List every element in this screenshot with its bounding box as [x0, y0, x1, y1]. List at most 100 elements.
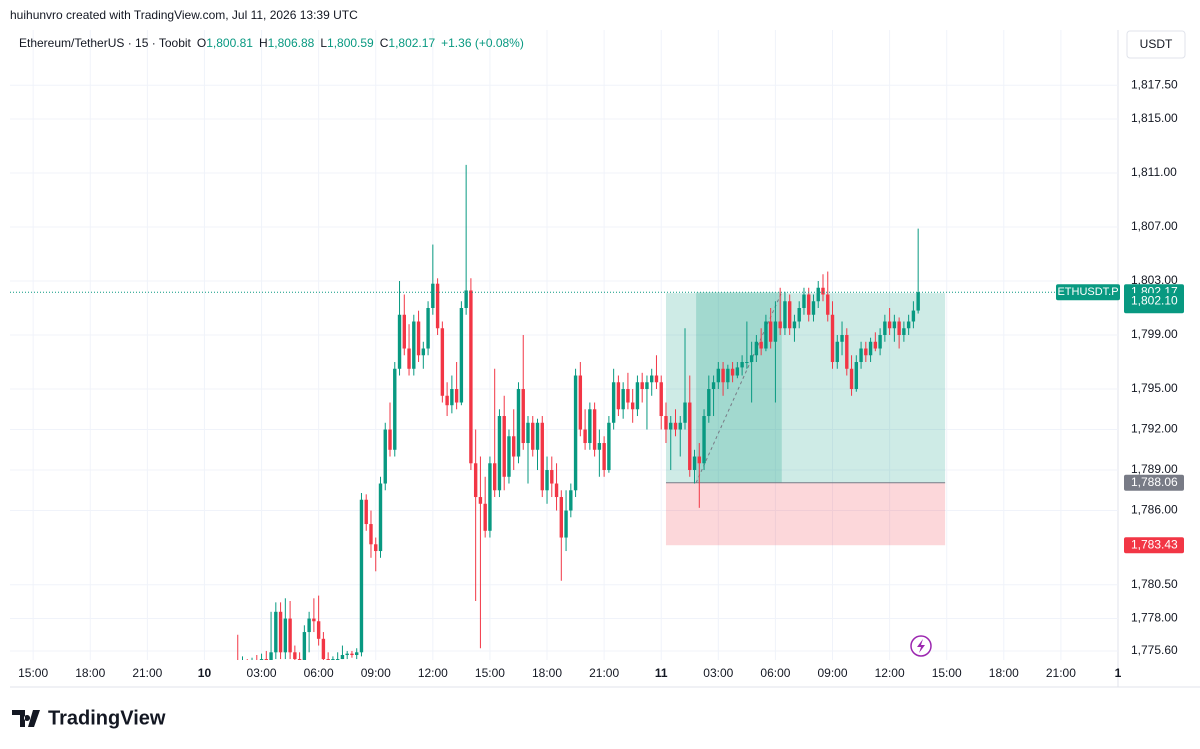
candle-body — [241, 664, 244, 665]
candle-body — [702, 416, 706, 464]
candle-body — [602, 443, 606, 471]
candle-body — [683, 402, 687, 423]
candle-body — [388, 429, 392, 450]
candle-body — [811, 301, 816, 315]
legend: Ethereum/TetherUS · 15 · Toobit O1,800.81… — [19, 36, 524, 50]
candle-body — [859, 348, 863, 363]
x-tick-label: 12:00 — [875, 666, 905, 680]
x-tick-label: 18:00 — [989, 666, 1019, 680]
candle-body — [792, 321, 797, 329]
candle-body — [878, 335, 882, 349]
y-tick-label: 1,807.00 — [1131, 219, 1178, 233]
candle-body — [435, 283, 440, 329]
candle-body — [721, 368, 725, 383]
candle-body — [868, 341, 873, 356]
candle-body — [650, 375, 654, 383]
candle-body — [883, 321, 887, 336]
y-tick-label: 1,780.50 — [1131, 577, 1178, 591]
trade-path — [695, 292, 783, 483]
ohlc-key: H — [258, 36, 268, 50]
candle-body — [274, 611, 278, 653]
candle-body — [654, 375, 659, 383]
candle-body — [854, 362, 859, 390]
entry-box — [1124, 474, 1184, 491]
candle-body — [302, 632, 307, 660]
alert-bolt — [917, 639, 925, 653]
candle-body — [283, 618, 288, 653]
candle-body — [293, 652, 297, 660]
candle-body — [569, 490, 573, 511]
candle-body — [497, 416, 502, 491]
candle-body — [246, 664, 249, 667]
symbol: Ethereum/TetherUS · 15 · Toobit — [19, 36, 191, 50]
candle-body — [802, 294, 806, 309]
candle-body — [697, 456, 701, 464]
symbol-box — [1056, 284, 1120, 301]
candle-body — [640, 382, 644, 390]
stop-box — [1124, 537, 1184, 554]
x-tick-label: 06:00 — [760, 666, 790, 680]
ohlc-value: 1,800.59 — [327, 36, 374, 50]
candle-body — [236, 662, 239, 666]
candle-body — [578, 375, 583, 430]
candle-body — [331, 659, 335, 660]
currency-box[interactable] — [1126, 30, 1186, 59]
candle-body — [916, 292, 920, 311]
candle-body — [745, 362, 749, 364]
candle-body — [540, 422, 544, 491]
candle-body — [531, 422, 535, 450]
filled-zone — [696, 292, 782, 483]
candle-body — [488, 463, 492, 531]
candle-body — [754, 341, 759, 356]
candle-body — [588, 409, 592, 444]
candle-body — [526, 422, 530, 444]
candle-body — [454, 389, 459, 403]
y-tick-label: 1,775.60 — [1131, 643, 1178, 657]
candle-body — [402, 314, 406, 349]
alert-icon[interactable] — [910, 635, 932, 657]
candle-body — [440, 328, 445, 396]
candle-body — [688, 402, 692, 471]
logo: TradingView — [12, 707, 166, 729]
x-tick-label: 21:00 — [1046, 666, 1076, 680]
candle-body — [416, 321, 421, 356]
countdown: 05:38 — [1131, 297, 1161, 311]
candle-body — [364, 499, 368, 525]
y-tick-label: 1,786.00 — [1131, 503, 1178, 517]
candle-body — [545, 470, 549, 491]
candle-body — [431, 283, 435, 309]
y-tick-label: 1,799.00 — [1131, 327, 1178, 341]
candle-body — [412, 321, 416, 369]
y-tick-label: 1,778.00 — [1131, 611, 1178, 625]
candle-body — [316, 621, 321, 639]
take-profit-zone — [665, 293, 946, 483]
candle-body — [711, 382, 716, 390]
candle-body — [845, 335, 849, 369]
candle-body — [478, 497, 483, 504]
logo-text: TradingView — [48, 707, 166, 729]
candle-body — [821, 287, 825, 295]
y-tick-label: 1,803.00 — [1131, 273, 1178, 287]
candle-body — [473, 463, 478, 498]
candle-body — [892, 321, 897, 329]
candle-body — [278, 611, 283, 653]
candle-body — [345, 653, 349, 656]
candle-body — [326, 659, 330, 660]
candle-body — [492, 463, 497, 491]
header: huihunvro created with TradingView.com, … — [10, 8, 358, 22]
candle-body — [516, 389, 521, 457]
candle-body — [450, 389, 454, 406]
candle-body — [673, 422, 678, 430]
candle-body — [645, 382, 649, 390]
x-tick-label: 18:00 — [75, 666, 105, 680]
candle-body — [669, 422, 673, 430]
candle-body — [378, 483, 383, 552]
ohlc-value: 1,800.81 — [206, 36, 253, 50]
candle-body — [583, 429, 587, 444]
change: +1.36 (+0.08%) — [441, 36, 524, 50]
candle-body — [426, 308, 430, 349]
candle-body — [897, 321, 901, 336]
candle-body — [911, 310, 916, 322]
candle-body — [768, 321, 773, 342]
